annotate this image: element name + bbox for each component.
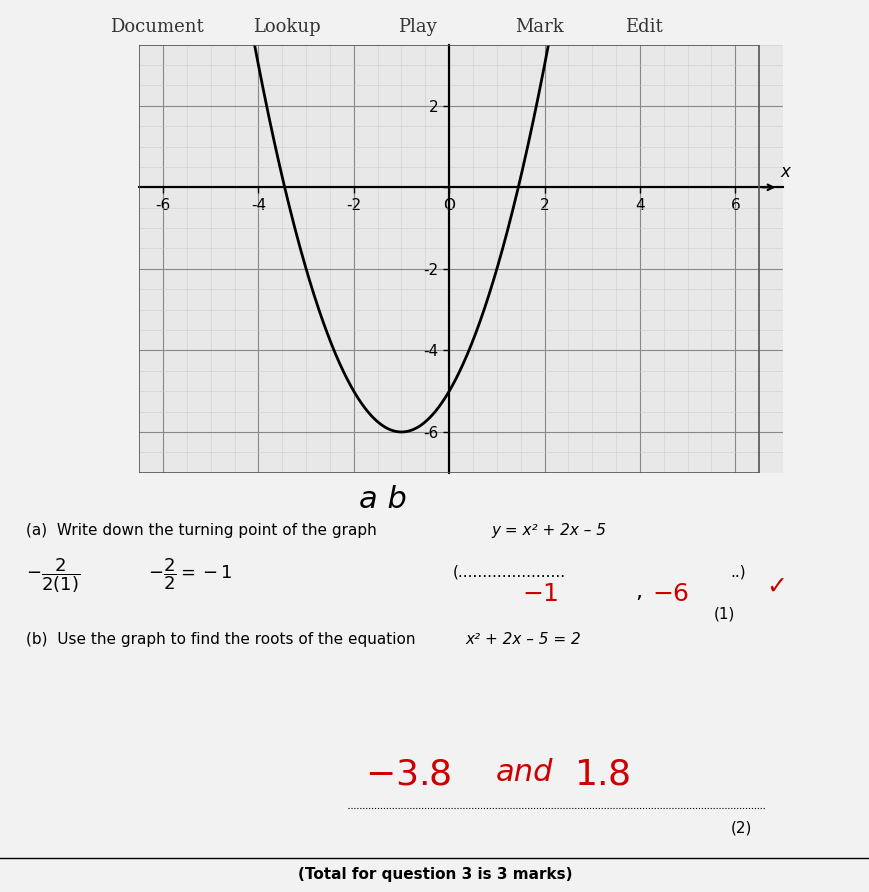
Text: Lookup: Lookup [253, 18, 321, 36]
Text: a b: a b [358, 485, 407, 515]
Text: and: and [495, 758, 553, 787]
Text: (......................: (...................... [452, 565, 565, 580]
Text: ,: , [634, 582, 641, 602]
Text: $-\dfrac{2}{2(1)}$: $-\dfrac{2}{2(1)}$ [26, 557, 80, 595]
Text: $1.8$: $1.8$ [574, 758, 629, 792]
Text: (1): (1) [713, 607, 734, 622]
Text: x² + 2x – 5 = 2: x² + 2x – 5 = 2 [465, 632, 580, 647]
Text: $-3.8$: $-3.8$ [365, 758, 451, 792]
Text: $\checkmark$: $\checkmark$ [765, 574, 783, 598]
Text: $-\dfrac{2}{2} = -1$: $-\dfrac{2}{2} = -1$ [148, 557, 232, 592]
Text: y = x² + 2x – 5: y = x² + 2x – 5 [491, 523, 606, 538]
Text: Document: Document [109, 18, 203, 36]
Text: Play: Play [398, 18, 436, 36]
Text: $-6$: $-6$ [652, 582, 689, 606]
Text: ..): ..) [730, 565, 746, 580]
Text: Mark: Mark [514, 18, 563, 36]
Text: Edit: Edit [624, 18, 662, 36]
Text: (b)  Use the graph to find the roots of the equation: (b) Use the graph to find the roots of t… [26, 632, 415, 647]
Text: (Total for question 3 is 3 marks): (Total for question 3 is 3 marks) [297, 867, 572, 882]
Text: (a)  Write down the turning point of the graph: (a) Write down the turning point of the … [26, 523, 376, 538]
Text: x: x [779, 163, 790, 181]
Text: $-1$: $-1$ [521, 582, 558, 606]
Text: (2): (2) [730, 821, 752, 836]
